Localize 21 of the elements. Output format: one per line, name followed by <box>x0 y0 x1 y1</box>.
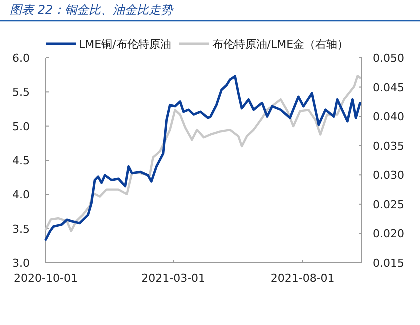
y-tick-label: 3.0 <box>12 257 30 270</box>
y-tick-label: 5.0 <box>12 120 30 134</box>
chart-title: 图表 22：铜金比、油金比走势 <box>10 3 174 17</box>
y-tick-label: 4.5 <box>12 154 30 168</box>
y2-tick-label: 0.045 <box>373 81 404 94</box>
y2-tick-label: 0.040 <box>373 110 404 124</box>
y2-tick-label: 0.035 <box>373 140 404 153</box>
x-tick-label: 2021-03-01 <box>142 272 206 285</box>
x-tick-label: 2020-10-01 <box>14 272 78 285</box>
y-tick-label: 6.0 <box>12 52 30 65</box>
y2-tick-label: 0.030 <box>373 169 404 182</box>
x-tick-label: 2021-08-01 <box>270 272 335 285</box>
legend-label: LME铜/布伦特原油 <box>79 38 172 51</box>
y-tick-label: 4.0 <box>12 188 30 202</box>
legend-label: 布伦特原油/LME金（右轴） <box>212 38 349 51</box>
y-tick-label: 5.5 <box>12 86 30 100</box>
y2-tick-label: 0.020 <box>373 228 404 241</box>
y2-tick-label: 0.050 <box>373 52 404 65</box>
y-tick-label: 3.5 <box>12 222 30 236</box>
y2-tick-label: 0.015 <box>373 257 404 270</box>
y2-tick-label: 0.025 <box>373 198 404 212</box>
